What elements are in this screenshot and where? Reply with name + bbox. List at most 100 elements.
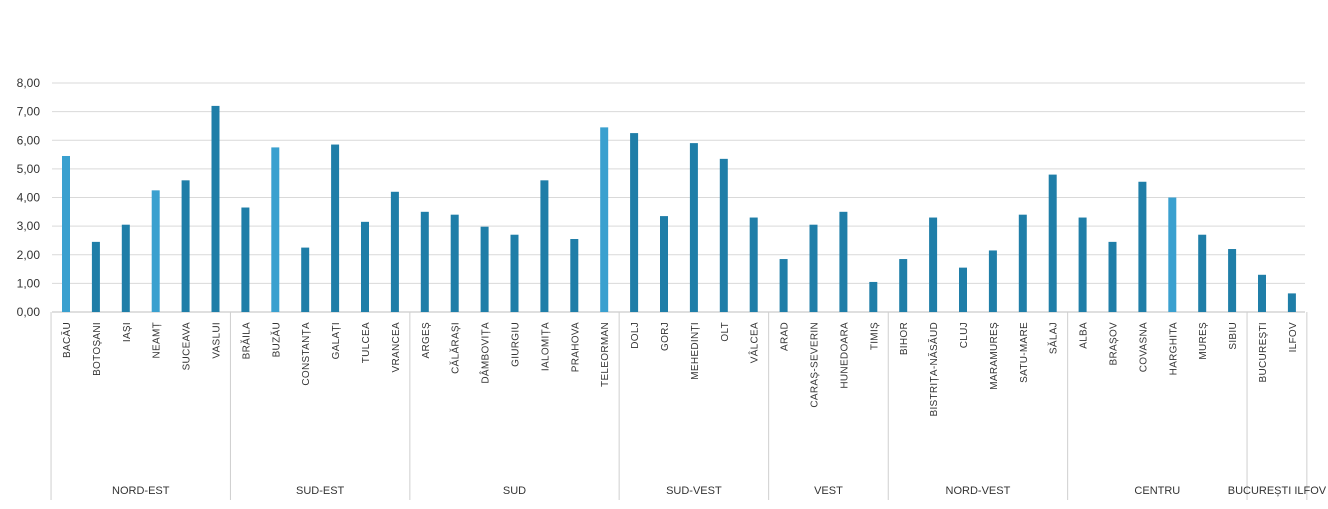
x-tick-label: GALAȚI (331, 322, 342, 359)
x-tick-label: SIBIU (1228, 322, 1239, 350)
x-tick-label: SĂLAJ (1047, 322, 1060, 354)
bar (480, 226, 489, 312)
x-tick-label: GORJ (660, 322, 671, 351)
x-tick-label: NEAMȚ (152, 322, 163, 359)
region-label: SUD-VEST (666, 485, 722, 497)
bar (600, 127, 609, 313)
bar (959, 267, 967, 312)
x-tick-label: TIMIȘ (869, 322, 880, 350)
region-label: SUD (503, 485, 526, 497)
bar (151, 190, 160, 312)
y-tick-label: 2,00 (17, 248, 41, 262)
x-tick-label: HUNEDOARA (839, 322, 850, 389)
bar (869, 281, 878, 312)
bar (929, 217, 938, 312)
bar (1018, 214, 1027, 312)
bar (570, 239, 579, 312)
bar (1228, 249, 1237, 312)
bar (390, 191, 399, 312)
x-tick-label: CLUJ (959, 322, 970, 348)
region-label: VEST (814, 485, 843, 497)
x-tick-label: VASLUI (212, 322, 223, 359)
x-tick-label: BISTRIȚA-NĂSĂUD (927, 322, 940, 417)
bar (779, 259, 788, 312)
x-tick-label: CONSTANȚA (301, 322, 312, 386)
y-tick-label: 3,00 (17, 219, 41, 233)
bar (719, 158, 728, 312)
x-tick-label: ALBA (1079, 322, 1090, 349)
bar (181, 180, 190, 312)
x-tick-label: MARAMUREȘ (989, 322, 1000, 390)
bar (839, 211, 848, 312)
gridlines (52, 82, 1305, 313)
x-tick-label: SUCEAVA (182, 322, 193, 370)
bar (1078, 217, 1087, 312)
x-tick-label: DOLJ (630, 322, 641, 349)
bar (241, 207, 250, 312)
bar (121, 224, 130, 312)
bar (62, 155, 70, 312)
x-tick-label: ARGEȘ (421, 322, 432, 359)
x-tick-label: COVASNA (1138, 322, 1149, 372)
x-tick-label: DÂMBOVIȚA (479, 322, 492, 384)
x-tick-label: VÂLCEA (748, 322, 761, 363)
x-tick-label: BUZĂU (269, 322, 282, 357)
x-tick-label: OLT (720, 322, 731, 342)
y-tick-label: 6,00 (17, 133, 41, 147)
x-tick-label: ARAD (780, 322, 791, 351)
x-tick-label: TELEORMAN (600, 322, 611, 387)
bar (899, 259, 908, 312)
bar (630, 133, 639, 312)
region-label: SUD-EST (296, 485, 345, 497)
x-tick-label: IAȘI (122, 322, 133, 342)
bar (1198, 234, 1207, 312)
x-tick-label: GIURGIU (511, 322, 522, 367)
y-axis-ticks: 0,00 1,00 2,00 3,00 4,00 5,00 6,00 7,00 8,00 (17, 76, 41, 319)
bar (510, 234, 519, 312)
bar (809, 224, 818, 312)
x-tick-label: BOTOȘANI (92, 322, 103, 376)
bar (420, 211, 429, 312)
bar (211, 105, 220, 313)
x-tick-label: BRAȘOV (1109, 322, 1120, 366)
bar (331, 144, 340, 312)
x-tick-label: SATU-MARE (1019, 322, 1030, 383)
region-label: NORD-VEST (946, 485, 1011, 497)
bar (91, 241, 100, 312)
x-tick-label: HARGHITA (1168, 322, 1179, 375)
y-tick-label: 4,00 (17, 191, 41, 205)
bar (1168, 197, 1177, 312)
region-label: BUCUREȘTI ILFOV (1228, 485, 1327, 497)
x-tick-label: BRĂILA (239, 322, 252, 359)
x-tick-label: CARAȘ-SEVERIN (810, 322, 821, 408)
x-tick-label: ILFOV (1288, 322, 1299, 352)
bar (271, 147, 280, 312)
region-label: NORD-EST (112, 485, 170, 497)
bar (689, 143, 698, 312)
bar (988, 250, 997, 312)
y-tick-label: 1,00 (17, 276, 41, 290)
bar (301, 247, 310, 312)
x-tick-label: BUCUREȘTI (1258, 322, 1269, 382)
region-labels: NORD-EST SUD-EST SUD SUD-VEST VEST NORD-VEST C… (50, 312, 1327, 500)
x-tick-label: BIHOR (899, 322, 910, 355)
x-tick-label: TULCEA (361, 322, 372, 363)
bar (749, 217, 758, 312)
bar (450, 214, 459, 312)
bar (1258, 274, 1266, 312)
x-tick-label: PRAHOVA (570, 322, 581, 372)
bar (540, 180, 549, 312)
x-tick-label: IALOMIȚA (540, 322, 551, 371)
x-tick-label: VRANCEA (391, 322, 402, 372)
y-tick-label: 7,00 (17, 105, 41, 119)
bar (361, 221, 369, 312)
x-tick-label: MUREȘ (1198, 322, 1209, 360)
x-tick-label: MEHEDINȚI (690, 322, 701, 380)
y-tick-label: 0,00 (17, 305, 41, 319)
y-tick-label: 8,00 (17, 76, 41, 90)
bar (1138, 181, 1147, 312)
bar (660, 216, 668, 312)
bars (62, 105, 1296, 313)
x-tick-label: BACĂU (60, 322, 73, 358)
